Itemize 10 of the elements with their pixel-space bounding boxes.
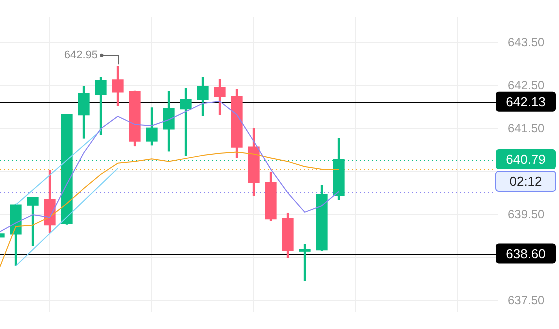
annotation: 642.95 [64, 50, 98, 62]
ref-line-label: 640.79 [506, 152, 546, 168]
y-tick-label: 641.50 [508, 121, 546, 136]
y-tick-label: 642.50 [508, 78, 546, 92]
y-tick-label: 643.50 [508, 35, 546, 50]
y-tick-label: 637.50 [508, 293, 546, 308]
ref-line-label: 642.13 [506, 94, 546, 110]
text: 02:12 [510, 174, 542, 190]
y-tick-label: 639.50 [508, 207, 546, 222]
ref-line-label: 638.60 [506, 246, 546, 262]
